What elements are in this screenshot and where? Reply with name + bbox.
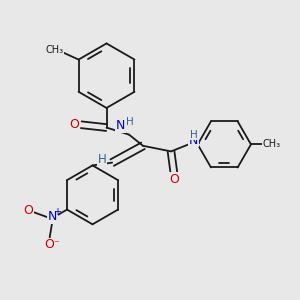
- Text: ⁻: ⁻: [54, 239, 60, 249]
- Text: +: +: [53, 207, 62, 217]
- Text: N: N: [116, 119, 125, 132]
- Text: O: O: [69, 118, 79, 131]
- Text: N: N: [48, 210, 57, 223]
- Text: O: O: [23, 204, 33, 217]
- Text: H: H: [98, 153, 107, 166]
- Text: CH₃: CH₃: [46, 45, 64, 55]
- Text: H: H: [190, 130, 197, 140]
- Text: O: O: [169, 173, 179, 186]
- Text: H: H: [127, 117, 134, 127]
- Text: O: O: [45, 238, 55, 251]
- Text: CH₃: CH₃: [263, 140, 281, 149]
- Text: N: N: [189, 134, 198, 147]
